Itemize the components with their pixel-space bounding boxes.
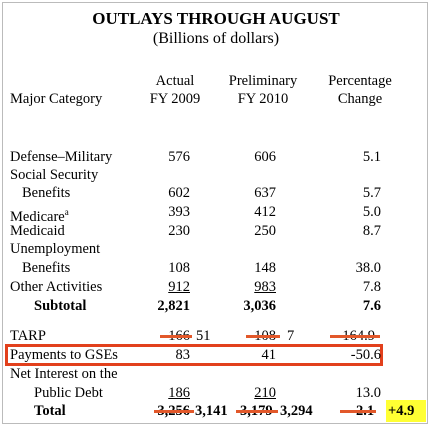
cell: 393 — [168, 204, 190, 220]
strike — [160, 335, 192, 338]
subtitle: (Billions of dollars) — [152, 30, 280, 47]
highlight — [386, 400, 426, 422]
row-label: Payments to GSEs — [10, 347, 118, 363]
cell: 38.0 — [355, 260, 381, 276]
cell: 148 — [254, 260, 276, 276]
cell: 412 — [254, 204, 276, 220]
corrected-cell: 3,141 — [195, 403, 228, 419]
row-label-text: Medicare — [10, 208, 65, 225]
cell: 637 — [254, 185, 276, 201]
row-label: Subtotal — [34, 298, 87, 314]
corrected-cell: +4.9 — [388, 403, 415, 419]
cell: 576 — [168, 149, 190, 165]
row-label: Benefits — [22, 260, 71, 276]
cell: -50.6 — [350, 347, 381, 363]
cell: 606 — [254, 149, 276, 165]
corrected-cell: 51 — [196, 328, 211, 344]
cell: 5.7 — [362, 185, 381, 201]
column-header: FY 2010 — [237, 91, 289, 107]
cell: 186 — [168, 385, 190, 401]
cell: 3,036 — [243, 298, 276, 314]
cell: 230 — [168, 223, 190, 239]
cell: 210 — [254, 385, 276, 401]
row-label: Net Interest on the — [10, 366, 118, 382]
cell: 5.1 — [362, 149, 381, 165]
row-label: Public Debt — [34, 385, 103, 401]
row-label: Medicarea — [10, 203, 69, 226]
cell: 41 — [261, 347, 277, 363]
strike — [330, 335, 380, 338]
row-label: Other Activities — [10, 279, 103, 295]
corrected-cell: 7 — [287, 328, 295, 344]
row-label: Unemployment — [10, 241, 101, 257]
column-header: Change — [337, 91, 383, 107]
corrected-cell: 3,294 — [280, 403, 313, 419]
strike — [246, 335, 280, 338]
row-label: Defense–Military — [10, 149, 113, 165]
cell: 13.0 — [355, 385, 381, 401]
column-header: Percentage — [328, 73, 392, 89]
strike — [340, 410, 376, 413]
cell: 912 — [168, 279, 190, 295]
footnote-mark: a — [64, 207, 69, 217]
cell: 7.6 — [362, 298, 381, 314]
cell: 5.0 — [362, 204, 381, 220]
cell: 8.7 — [362, 223, 381, 239]
column-header: Preliminary — [228, 73, 298, 89]
row-label: Social Security — [10, 167, 99, 183]
row-label: Benefits — [22, 185, 71, 201]
column-header: Major Category — [10, 91, 103, 107]
row-label: Medicaid — [10, 223, 65, 239]
strike — [154, 410, 194, 413]
cell: 108 — [168, 260, 190, 276]
strike — [236, 410, 278, 413]
highlight-box — [5, 344, 383, 366]
row-label: TARP — [10, 328, 46, 344]
title: OUTLAYS THROUGH AUGUST — [92, 9, 340, 28]
cell: 83 — [175, 347, 191, 363]
cell: 602 — [168, 185, 190, 201]
cell: 2,821 — [157, 298, 190, 314]
column-header: Actual — [155, 73, 195, 89]
frame — [2, 2, 428, 424]
cell: 983 — [254, 279, 276, 295]
cell: 7.8 — [362, 279, 381, 295]
column-header: FY 2009 — [149, 91, 201, 107]
row-label: Total — [34, 403, 66, 419]
cell: 250 — [254, 223, 276, 239]
